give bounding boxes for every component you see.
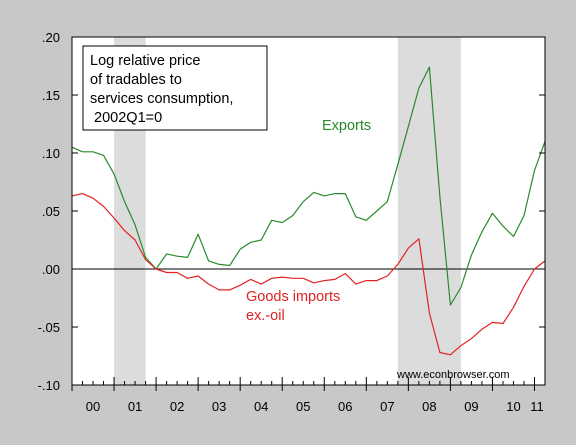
x-tick-label-7: 07 (380, 399, 394, 414)
legend-line-2: of tradables to (90, 72, 182, 88)
legend-line-3: services consumption, (90, 91, 233, 107)
y-tick-label-4: .00 (42, 262, 60, 277)
watermark: www.econbrowser.com (396, 369, 510, 381)
imports-label-line-1: Goods imports (246, 289, 340, 305)
x-tick-label-5: 05 (296, 399, 310, 414)
x-tick-label-4: 04 (254, 399, 268, 414)
y-tick-label-0: .20 (42, 30, 60, 45)
x-tick-label-8: 08 (422, 399, 436, 414)
y-tick-label-2: .10 (42, 146, 60, 161)
legend-box: Log relative price of tradables to servi… (82, 45, 268, 131)
y-tick-label-6: -.10 (38, 378, 60, 393)
y-tick-label-5: -.05 (38, 320, 60, 335)
series-layer (71, 66, 546, 356)
series-line-exports (71, 66, 546, 306)
x-tick-label-9: 09 (464, 399, 478, 414)
recession-band-1 (397, 37, 461, 385)
x-tick-label-11: 11 (530, 399, 544, 414)
y-tick-label-1: .15 (42, 88, 60, 103)
legend-line-4: 2002Q1=0 (90, 110, 162, 126)
x-axis: 00 01 02 03 04 05 06 07 08 09 10 11 (71, 377, 546, 414)
legend-frame (82, 45, 268, 131)
legend-line-1: Log relative price (90, 53, 200, 69)
x-tick-label-3: 03 (212, 399, 226, 414)
x-tick-label-10: 10 (506, 399, 520, 414)
exports-label: Exports (322, 118, 371, 134)
x-tick-label-6: 06 (338, 399, 352, 414)
series-line-goods-imports-ex-oil (71, 193, 546, 356)
y-axis: .20 .15 .10 .05 .00 -.05 -.10 (38, 30, 545, 393)
x-tick-label-2: 02 (170, 399, 184, 414)
y-tick-label-3: .05 (42, 204, 60, 219)
imports-label-line-2: ex.-oil (246, 308, 285, 324)
x-tick-label-0: 00 (86, 399, 100, 414)
x-tick-label-1: 01 (128, 399, 142, 414)
